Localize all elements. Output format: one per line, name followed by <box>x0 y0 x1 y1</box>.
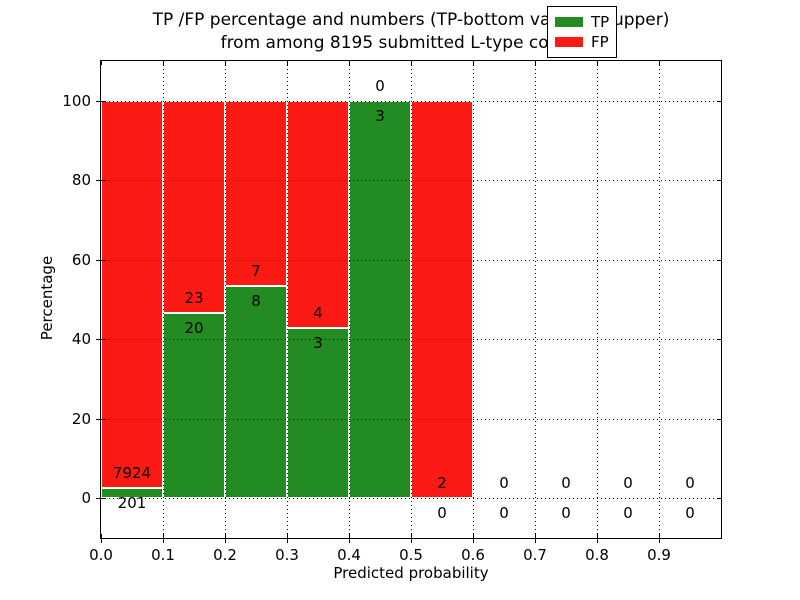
tp-count-label: 0 <box>685 504 695 522</box>
y-tick-label: 100 <box>62 91 91 110</box>
tp-count-label: 201 <box>117 494 147 513</box>
tp-count-label: 0 <box>623 504 633 522</box>
x-tick-mark <box>411 534 412 543</box>
tp-count-label: 0 <box>437 504 447 522</box>
y-tick-label: 60 <box>71 250 91 269</box>
x-tick-mark-top <box>659 61 660 65</box>
y-tick-label: 80 <box>71 171 91 189</box>
x-axis-label: Predicted probability <box>333 564 489 582</box>
x-tick-label: 0.1 <box>151 546 175 564</box>
fp-count-label: 7924 <box>112 464 152 483</box>
x-tick-mark <box>597 534 598 543</box>
x-tick-mark-top <box>411 61 412 65</box>
plot-area: 0 20 40 60 80 100 0.0 0.1 0.2 0.3 0.4 0.5 0.6 0.7 0.8 0… <box>62 60 722 564</box>
fp-count-label: 0 <box>561 474 571 492</box>
chart-title: TP /FP percentage and numbers (TP-bottom… <box>100 9 722 55</box>
gridline-vertical <box>411 61 412 538</box>
x-tick-mark <box>659 534 660 543</box>
x-tick-mark-top <box>101 61 102 65</box>
x-tick-mark <box>101 534 102 543</box>
legend-label-tp: TP <box>591 13 610 31</box>
fp-count-label: 23 <box>184 289 204 308</box>
y-tick-mark-right <box>717 339 721 340</box>
x-tick-mark-top <box>349 61 350 65</box>
y-tick-mark <box>96 339 105 340</box>
legend-label-fp: FP <box>591 33 609 51</box>
y-tick-mark-right <box>717 498 721 499</box>
y-tick-label: 40 <box>71 330 91 348</box>
x-tick-mark <box>473 534 474 543</box>
fp-count-label: 2 <box>437 474 447 492</box>
fp-count-label: 0 <box>685 474 695 492</box>
fp-count-label: 0 <box>623 474 633 492</box>
bar-tp-segment <box>225 286 287 498</box>
x-tick-label: 0.8 <box>585 546 609 564</box>
x-tick-label: 0.5 <box>399 546 423 564</box>
x-tick-label: 0.4 <box>337 546 361 564</box>
x-tick-label: 0.3 <box>275 546 299 564</box>
bar-tp-segment <box>287 327 349 498</box>
bar-tp-segment <box>101 488 163 498</box>
fp-count-label: 0 <box>375 76 385 95</box>
x-tick-mark-top <box>597 61 598 65</box>
tp-color-swatch <box>555 17 583 27</box>
y-tick-mark <box>96 418 105 420</box>
x-tick-mark <box>163 534 164 543</box>
y-tick-mark-right <box>717 180 721 181</box>
y-tick-mark-right <box>717 100 721 102</box>
y-tick-mark-right <box>717 418 721 420</box>
legend: TP FP <box>547 6 617 58</box>
x-tick-mark <box>349 534 350 543</box>
fp-count-label: 7 <box>251 262 261 280</box>
gridline-vertical <box>287 61 288 538</box>
y-tick-mark <box>96 180 105 181</box>
x-tick-label: 0.6 <box>461 546 485 564</box>
x-tick-mark <box>535 534 536 543</box>
tp-count-label: 8 <box>251 292 261 310</box>
bar-fp-segment <box>163 100 225 314</box>
x-tick-label: 0.7 <box>523 546 547 564</box>
gridline-vertical <box>535 61 536 538</box>
gridline-vertical <box>473 61 474 538</box>
x-tick-mark <box>225 534 226 543</box>
y-tick-mark-right <box>717 259 721 261</box>
x-tick-mark-top <box>535 61 536 65</box>
tp-count-label: 0 <box>561 504 571 522</box>
gridline-vertical <box>349 61 350 538</box>
y-tick-label: 20 <box>71 409 91 428</box>
x-tick-mark-top <box>163 61 164 65</box>
gridline-vertical <box>659 61 660 538</box>
tp-count-label: 0 <box>499 504 509 522</box>
fp-color-swatch <box>555 37 583 47</box>
x-tick-mark-top <box>225 61 226 65</box>
bar-fp-segment <box>411 100 473 498</box>
legend-item-fp: FP <box>555 32 609 52</box>
fp-count-label: 0 <box>499 474 509 492</box>
x-tick-mark-top <box>473 61 474 65</box>
x-tick-label: 0.9 <box>647 546 671 564</box>
bar-tp-segment <box>349 100 411 498</box>
y-tick-mark <box>96 100 105 102</box>
gridline-vertical <box>225 61 226 538</box>
bar-fp-segment <box>225 100 287 286</box>
gridline-vertical <box>163 61 164 538</box>
x-tick-mark <box>287 534 288 543</box>
x-tick-label: 0.0 <box>89 546 113 564</box>
gridline-vertical <box>597 61 598 538</box>
chart-title-line1: TP /FP percentage and numbers (TP-bottom… <box>152 10 670 30</box>
tp-count-label: 3 <box>375 106 385 125</box>
y-tick-mark <box>96 259 105 261</box>
x-tick-mark-top <box>287 61 288 65</box>
chart-title-line2: from among 8195 submitted L-type contact… <box>220 33 602 53</box>
fp-count-label: 4 <box>313 303 323 322</box>
tp-count-label: 20 <box>184 319 204 338</box>
tp-count-label: 3 <box>313 333 323 352</box>
y-tick-mark <box>96 498 105 499</box>
y-tick-label: 0 <box>81 489 91 507</box>
legend-item-tp: TP <box>555 12 609 32</box>
x-tick-label: 0.2 <box>213 546 237 564</box>
bar-fp-segment <box>101 100 163 489</box>
